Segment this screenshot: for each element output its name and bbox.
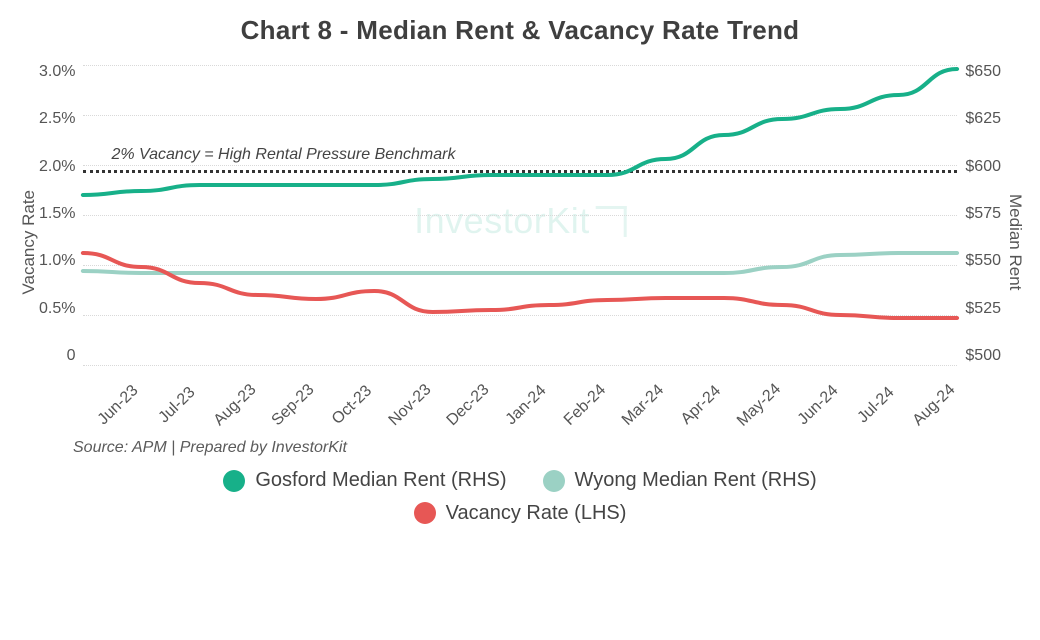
series-line xyxy=(83,253,957,273)
x-axis-ticks: Jun-23Jul-23Aug-23Sep-23Oct-23Nov-23Dec-… xyxy=(83,373,957,421)
y-tick-right: $650 xyxy=(965,64,1001,80)
y-tick-left: 1.5% xyxy=(39,206,75,222)
legend-label: Wyong Median Rent (RHS) xyxy=(575,469,817,492)
y-tick-left: 0.5% xyxy=(39,301,75,317)
legend-item: Gosford Median Rent (RHS) xyxy=(223,469,506,492)
y-axis-right-label: Median Rent xyxy=(1001,194,1025,290)
plot-area: InvestorKit 2% Vacancy = High Rental Pre… xyxy=(83,64,957,365)
chart: Chart 8 - Median Rent & Vacancy Rate Tre… xyxy=(15,15,1025,625)
legend-swatch xyxy=(223,470,245,492)
legend-item: Wyong Median Rent (RHS) xyxy=(543,469,817,492)
series-line xyxy=(83,253,957,318)
y-tick-left: 2.5% xyxy=(39,111,75,127)
y-axis-left-label: Vacancy Rate xyxy=(15,190,39,295)
legend-label: Vacancy Rate (LHS) xyxy=(446,502,627,525)
y-tick-right: $550 xyxy=(965,253,1001,269)
y-axis-left-ticks: 3.0% 2.5% 2.0% 1.5% 1.0% 0.5% 0 xyxy=(39,64,83,364)
chart-title: Chart 8 - Median Rent & Vacancy Rate Tre… xyxy=(15,15,1025,46)
y-tick-left: 2.0% xyxy=(39,159,75,175)
y-tick-left: 0 xyxy=(39,348,75,364)
y-tick-right: $500 xyxy=(965,348,1001,364)
legend-label: Gosford Median Rent (RHS) xyxy=(255,469,506,492)
legend-item: Vacancy Rate (LHS) xyxy=(414,502,627,525)
y-tick-right: $625 xyxy=(965,111,1001,127)
y-tick-left: 3.0% xyxy=(39,64,75,80)
y-tick-right: $575 xyxy=(965,206,1001,222)
legend: Gosford Median Rent (RHS) Wyong Median Re… xyxy=(15,465,1025,530)
y-tick-right: $525 xyxy=(965,301,1001,317)
y-tick-right: $600 xyxy=(965,159,1001,175)
legend-swatch xyxy=(543,470,565,492)
y-tick-left: 1.0% xyxy=(39,253,75,269)
series-line xyxy=(83,69,957,195)
y-axis-right-ticks: $650 $625 $600 $575 $550 $525 $500 xyxy=(957,64,1001,364)
plot-area-wrap: Vacancy Rate 3.0% 2.5% 2.0% 1.5% 1.0% 0.5% 0 I… xyxy=(15,64,1025,421)
legend-swatch xyxy=(414,502,436,524)
